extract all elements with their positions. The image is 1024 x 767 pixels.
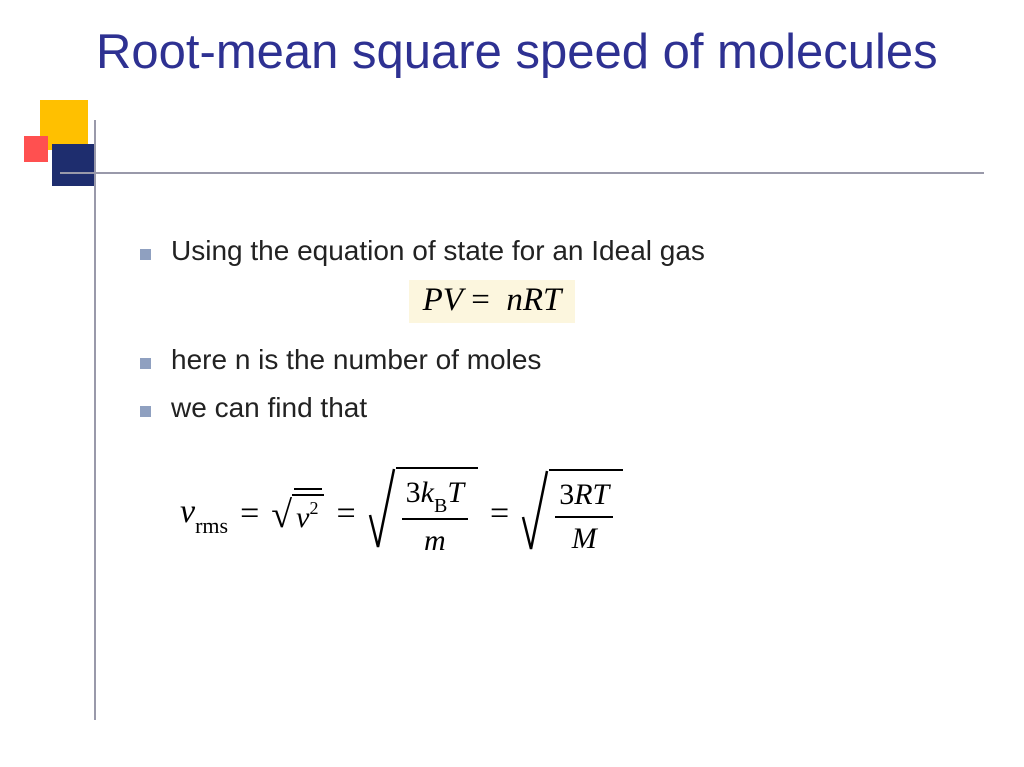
k-symbol: k xyxy=(421,476,434,509)
bullet-text: here n is the number of moles xyxy=(171,339,541,381)
sqrt-3kT-over-m: 3kBT m xyxy=(368,467,478,561)
fraction-bar xyxy=(402,518,468,520)
bullet-text: Using the equation of state for an Ideal… xyxy=(171,230,705,272)
eq-equals: = xyxy=(463,282,506,318)
denominator-m: m xyxy=(420,523,450,559)
horizontal-rule xyxy=(60,172,984,174)
radicand: 3kBT m xyxy=(396,467,478,561)
bullet-item: here n is the number of moles xyxy=(140,339,964,381)
radicand: 3RT M xyxy=(549,469,623,559)
rms-equation: vrms = √ v2 = 3kBT xyxy=(180,467,964,561)
B-subscript: B xyxy=(434,495,447,517)
decor-square-red xyxy=(24,136,48,162)
sqrt-3RT-over-M: 3RT M xyxy=(521,469,623,559)
radical-sign xyxy=(368,467,396,553)
radical-sign: √ xyxy=(271,496,292,534)
v-symbol: v xyxy=(296,501,309,534)
bullet-marker xyxy=(140,406,151,417)
bullet-item: Using the equation of state for an Ideal… xyxy=(140,230,964,272)
T-symbol: T xyxy=(447,476,464,509)
fraction: 3kBT m xyxy=(402,475,468,559)
T-symbol: T xyxy=(593,478,610,511)
v-rms-symbol: vrms xyxy=(180,493,228,536)
R-symbol: R xyxy=(574,478,592,511)
equals-sign: = xyxy=(240,495,259,533)
vertical-rule xyxy=(94,120,96,720)
slide: Root-mean square speed of molecules Usin… xyxy=(0,0,1024,767)
eq-T: T xyxy=(543,282,561,318)
exponent-2: 2 xyxy=(309,498,318,518)
slide-body: Using the equation of state for an Ideal… xyxy=(140,230,964,561)
bullet-text: we can find that xyxy=(171,387,367,429)
overbar xyxy=(294,488,322,490)
eq-V: V xyxy=(443,282,463,318)
const-3: 3 xyxy=(559,478,574,511)
equation-pv-nrt: PV = nRT xyxy=(409,280,576,323)
eq-n: n xyxy=(506,282,523,318)
equation-of-state: PV = nRT xyxy=(20,280,964,323)
const-3: 3 xyxy=(406,476,421,509)
denominator-M: M xyxy=(568,521,601,557)
v-symbol: v xyxy=(180,493,195,530)
bullet-item: we can find that xyxy=(140,387,964,429)
fraction: 3RT M xyxy=(555,477,613,557)
numerator: 3kBT xyxy=(402,475,468,515)
corner-decor xyxy=(16,100,106,210)
radical-sign xyxy=(521,469,549,555)
eq-R: R xyxy=(523,282,543,318)
equals-sign: = xyxy=(490,495,509,533)
sqrt-v-squared-mean: √ v2 xyxy=(271,494,324,535)
slide-title: Root-mean square speed of molecules xyxy=(96,22,984,84)
numerator: 3RT xyxy=(555,477,613,513)
bullet-marker xyxy=(140,249,151,260)
eq-P: P xyxy=(423,282,443,318)
decor-square-navy xyxy=(52,144,94,186)
bullet-marker xyxy=(140,358,151,369)
equals-sign: = xyxy=(336,495,355,533)
radicand-vsq: v2 xyxy=(292,494,324,535)
rms-subscript: rms xyxy=(195,513,228,538)
fraction-bar xyxy=(555,516,613,518)
